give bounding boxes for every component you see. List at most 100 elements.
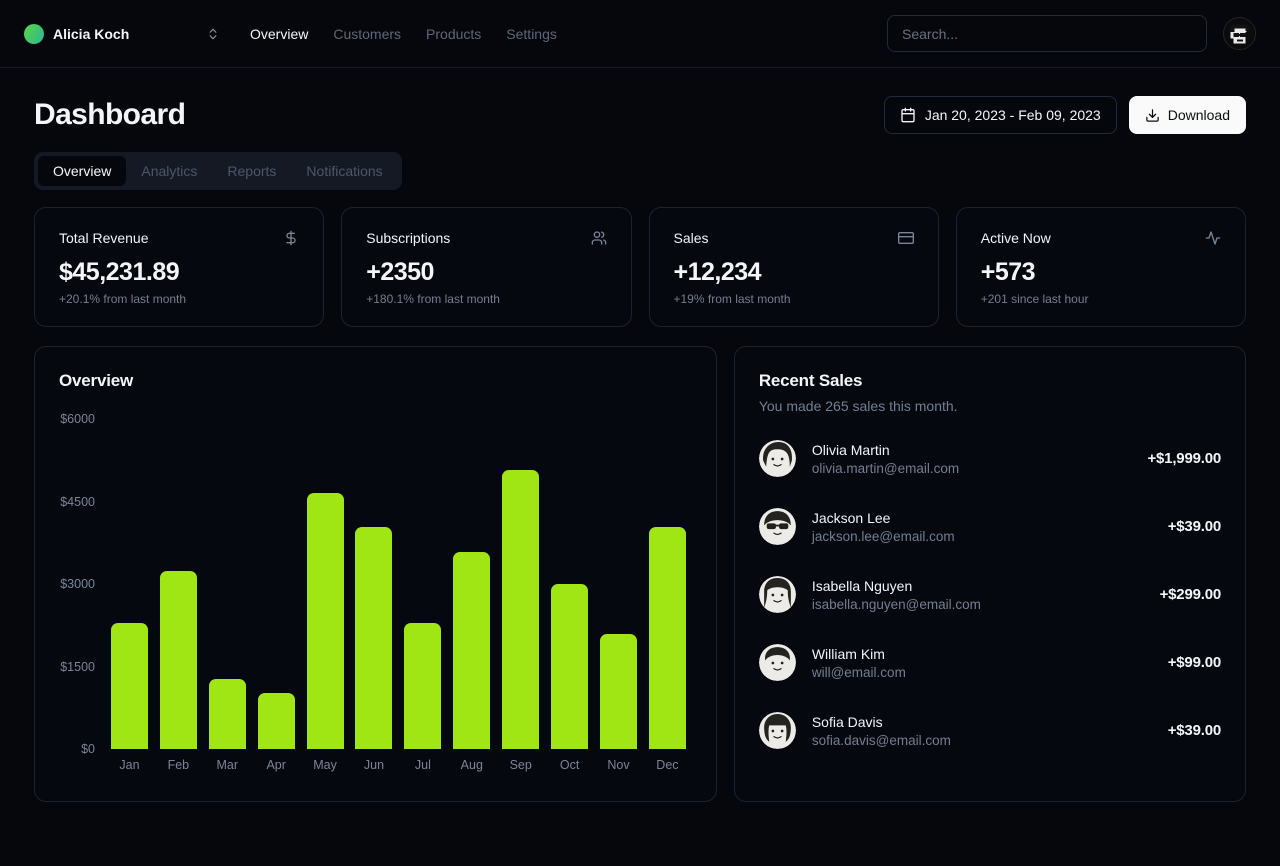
- nav-link-settings[interactable]: Settings: [506, 25, 557, 42]
- sale-row: Isabella Nguyen isabella.nguyen@email.com…: [758, 576, 1221, 613]
- date-range-label: Jan 20, 2023 - Feb 09, 2023: [924, 107, 1101, 123]
- activity-icon: [1205, 230, 1221, 246]
- tab-analytics[interactable]: Analytics: [126, 156, 212, 186]
- bar-jul: [404, 623, 442, 749]
- download-label: Download: [1167, 107, 1230, 123]
- date-range-button[interactable]: Jan 20, 2023 - Feb 09, 2023: [883, 96, 1117, 134]
- stat-label: Total Revenue: [59, 230, 149, 246]
- sale-row: Jackson Lee jackson.lee@email.com +$39.00: [758, 508, 1221, 545]
- stat-delta: +180.1% from last month: [366, 292, 500, 306]
- dollar-icon: [283, 230, 299, 246]
- bar-nov: [600, 634, 638, 749]
- customer-email: sofia.davis@email.com: [811, 732, 951, 748]
- customer-email: olivia.martin@email.com: [811, 460, 960, 476]
- page-content: Dashboard Jan 20, 2023 - Feb 09, 2023 Do…: [0, 68, 1280, 802]
- tab-reports[interactable]: Reports: [212, 156, 291, 186]
- customer-name: Jackson Lee: [811, 509, 891, 526]
- x-axis-label: May: [313, 758, 337, 772]
- stat-card: Total Revenue $45,231.89 +20.1% from last …: [34, 207, 325, 327]
- x-axis-label: Jul: [414, 758, 431, 772]
- customer-name: Sofia Davis: [811, 713, 883, 730]
- sale-amount: +$1,999.00: [1147, 450, 1221, 467]
- team-switcher[interactable]: Alicia Koch: [24, 23, 220, 44]
- chart-column: May: [301, 419, 350, 777]
- page-header: Dashboard Jan 20, 2023 - Feb 09, 2023 Do…: [34, 96, 1246, 134]
- users-icon: [591, 230, 607, 246]
- y-axis-tick: $3000: [60, 577, 95, 591]
- customer-name: Isabella Nguyen: [811, 577, 913, 594]
- chart-column: Aug: [447, 419, 496, 777]
- x-axis-label: Aug: [460, 758, 483, 772]
- bar-sep: [502, 470, 540, 749]
- stat-value: $45,231.89: [59, 258, 180, 286]
- tab-overview[interactable]: Overview: [38, 156, 127, 186]
- x-axis-label: Jan: [119, 758, 140, 772]
- y-axis-tick: $1500: [60, 659, 95, 674]
- sale-amount: +$39.00: [1167, 518, 1221, 535]
- chart-plot-area: Jan Feb Mar Apr May Jun Jul Aug Sep Oct Nov Dec: [105, 419, 692, 777]
- tab-notifications[interactable]: Notifications: [291, 156, 397, 186]
- x-axis-label: Jun: [363, 758, 385, 772]
- customer-name: William Kim: [811, 645, 885, 662]
- recent-sales-subtitle: You made 265 sales this month.: [758, 398, 958, 414]
- chart-column: Dec: [643, 419, 692, 777]
- calendar-icon: [900, 107, 916, 123]
- recent-sales-title: Recent Sales: [758, 371, 863, 390]
- bar-dec: [648, 527, 686, 749]
- chart-column: Jul: [398, 419, 447, 777]
- x-axis-label: Sep: [509, 758, 532, 772]
- x-axis-label: Oct: [559, 758, 580, 772]
- bar-feb: [159, 571, 197, 749]
- nav-link-products[interactable]: Products: [426, 25, 482, 42]
- chart-column: Apr: [252, 419, 301, 777]
- stat-delta: +19% from last month: [673, 292, 791, 306]
- bar-jan: [110, 623, 148, 749]
- stat-label: Sales: [673, 230, 709, 246]
- x-axis-label: Feb: [167, 758, 190, 772]
- recent-sales-card: Recent Sales You made 265 sales this mon…: [733, 346, 1246, 802]
- top-nav-right: [887, 15, 1256, 52]
- chevrons-up-down-icon: [206, 27, 220, 41]
- sale-row: Sofia Davis sofia.davis@email.com +$39.00: [758, 712, 1221, 749]
- bar-oct: [551, 584, 589, 749]
- x-axis-label: Apr: [266, 758, 286, 772]
- user-avatar[interactable]: [1223, 17, 1256, 50]
- x-axis-label: Mar: [216, 758, 239, 772]
- nav-link-customers[interactable]: Customers: [333, 25, 402, 42]
- customer-avatar: [758, 644, 796, 681]
- customer-avatar: [758, 712, 796, 749]
- stat-card: Active Now +573 +201 since last hour: [955, 207, 1246, 327]
- customer-avatar: [758, 508, 796, 545]
- chart-title: Overview: [59, 371, 134, 390]
- nav-link-overview[interactable]: Overview: [250, 25, 309, 42]
- sale-row: Olivia Martin olivia.martin@email.com +$1,…: [758, 440, 1221, 477]
- chart-column: Jan: [105, 419, 154, 777]
- stats-grid: Total Revenue $45,231.89 +20.1% from last …: [34, 207, 1246, 327]
- stat-value: +2350: [366, 258, 434, 286]
- y-axis-tick: $0: [81, 742, 95, 756]
- search-input[interactable]: [887, 15, 1207, 52]
- download-button[interactable]: Download: [1128, 96, 1246, 134]
- dashboard-tabs: Overview Analytics Reports Notifications: [34, 152, 402, 190]
- chart-column: Nov: [594, 419, 643, 777]
- overview-chart-card: Overview $6000 $4500 $3000 $1500 $0 Jan Feb Ma…: [34, 346, 717, 802]
- x-axis-label: Dec: [656, 758, 679, 772]
- chart-y-axis: $6000 $4500 $3000 $1500 $0: [59, 412, 105, 756]
- bar-mar: [208, 679, 246, 749]
- team-avatar: [24, 23, 44, 44]
- stat-delta: +201 since last hour: [980, 292, 1089, 306]
- sale-row: William Kim will@email.com +$99.00: [758, 644, 1221, 681]
- y-axis-tick: $6000: [60, 412, 95, 426]
- chart-column: Jun: [350, 419, 399, 777]
- bar-aug: [453, 552, 491, 749]
- y-axis-tick: $4500: [60, 494, 95, 509]
- recent-sales-list: Olivia Martin olivia.martin@email.com +$1,…: [758, 440, 1221, 749]
- main-nav-links: Overview Customers Products Settings: [250, 26, 557, 42]
- customer-email: will@email.com: [811, 664, 906, 680]
- customer-avatar: [758, 440, 796, 477]
- chart-column: Feb: [154, 419, 203, 777]
- stat-value: +12,234: [673, 258, 762, 286]
- stat-delta: +20.1% from last month: [59, 292, 187, 306]
- chart-column: Oct: [545, 419, 594, 777]
- stat-card: Subscriptions +2350 +180.1% from last mont…: [341, 207, 632, 327]
